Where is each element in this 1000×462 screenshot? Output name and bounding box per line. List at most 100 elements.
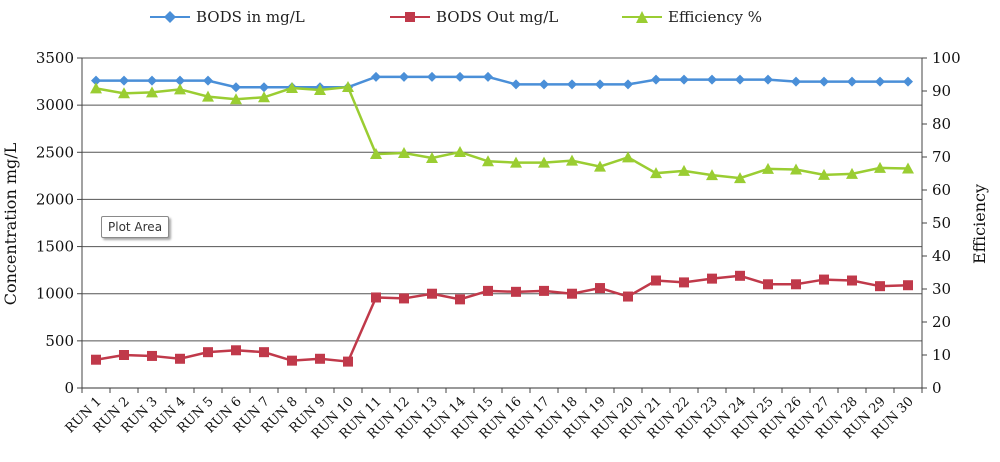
y-tick-label: 2000 <box>36 190 74 208</box>
gridlines <box>82 57 922 389</box>
data-point <box>566 154 578 166</box>
data-point <box>259 82 269 93</box>
data-point <box>483 285 493 296</box>
data-point <box>119 350 129 360</box>
data-point <box>315 353 325 364</box>
data-point <box>259 347 269 358</box>
data-point <box>426 151 438 163</box>
y2-tick-label: 80 <box>932 115 951 133</box>
series-line <box>95 85 909 180</box>
legend-swatch-efficiency <box>622 10 662 24</box>
y-tick-label: 3000 <box>36 96 74 114</box>
data-point <box>202 90 214 102</box>
data-point <box>287 355 297 366</box>
data-point <box>455 71 465 82</box>
data-point <box>91 354 101 365</box>
y2-tick-label: 30 <box>932 280 951 298</box>
data-point <box>398 147 410 159</box>
legend-item-bods-out[interactable]: BODS Out mg/L <box>390 8 558 26</box>
data-point <box>847 76 857 87</box>
data-point <box>510 156 522 168</box>
data-point <box>763 279 773 290</box>
data-point <box>539 79 549 90</box>
data-point <box>846 167 858 179</box>
data-point <box>734 172 746 184</box>
data-point <box>203 347 213 358</box>
data-point <box>874 161 886 173</box>
data-point <box>427 71 437 82</box>
data-point <box>791 279 801 290</box>
data-point <box>511 79 521 90</box>
data-point <box>455 294 465 305</box>
series-0 <box>91 71 913 93</box>
y-tick-label: 2500 <box>36 143 74 161</box>
data-point <box>595 79 605 90</box>
data-point <box>790 163 802 175</box>
data-point <box>371 292 381 303</box>
data-point <box>707 74 717 85</box>
data-point <box>622 151 634 163</box>
y2-tick-label: 40 <box>932 247 951 265</box>
legend: BODS in mg/L BODS Out mg/L Efficiency % <box>0 8 1000 38</box>
data-point <box>175 353 185 364</box>
data-point <box>762 162 774 174</box>
data-point <box>707 273 717 284</box>
data-point <box>650 167 662 179</box>
legend-item-bods-in[interactable]: BODS in mg/L <box>150 8 305 26</box>
y-axis-title: Concentration mg/L <box>1 142 20 305</box>
data-point <box>314 84 326 96</box>
data-point <box>819 274 829 285</box>
legend-swatch-bods-in <box>150 10 190 24</box>
data-point <box>538 156 550 168</box>
y-tick-label: 1500 <box>36 238 74 256</box>
y2-tick-label: 20 <box>932 313 951 331</box>
data-point <box>90 82 102 94</box>
data-point <box>399 293 409 304</box>
data-point <box>175 75 185 86</box>
data-point <box>427 288 437 299</box>
y2-tick-label: 60 <box>932 181 951 199</box>
series-line <box>95 274 909 363</box>
plot-area-tooltip: Plot Area <box>101 216 170 238</box>
data-point <box>371 71 381 82</box>
data-point <box>623 79 633 90</box>
data-point <box>903 280 913 291</box>
data-point <box>875 281 885 292</box>
data-point <box>91 75 101 86</box>
data-point <box>735 74 745 85</box>
data-point <box>146 86 158 98</box>
data-point <box>623 291 633 302</box>
data-point <box>679 74 689 85</box>
y-tick-label: 1000 <box>36 285 74 303</box>
data-point <box>847 275 857 286</box>
data-point <box>147 75 157 86</box>
data-point <box>539 285 549 296</box>
legend-item-efficiency[interactable]: Efficiency % <box>622 8 762 26</box>
data-point <box>791 76 801 87</box>
legend-label-efficiency: Efficiency % <box>668 8 763 26</box>
data-point <box>231 82 241 93</box>
data-point <box>370 148 382 160</box>
data-point <box>735 270 745 281</box>
legend-swatch-bods-out <box>390 10 430 24</box>
data-point <box>594 160 606 172</box>
data-point <box>230 93 242 105</box>
data-point <box>511 286 521 297</box>
data-point <box>482 155 494 167</box>
y2-axis-tick-labels: 0 10 20 30 40 50 60 70 80 90 100 <box>932 49 961 397</box>
data-point <box>678 164 690 176</box>
data-point <box>399 71 409 82</box>
y-tick-label: 500 <box>45 332 74 350</box>
data-point <box>567 288 577 299</box>
axes <box>77 57 927 393</box>
y2-tick-label: 100 <box>932 49 961 67</box>
y2-tick-label: 10 <box>932 346 951 364</box>
data-point <box>875 76 885 87</box>
legend-label-bods-out: BODS Out mg/L <box>436 8 559 26</box>
data-point <box>763 74 773 85</box>
square-marker-icon <box>405 12 415 22</box>
diamond-marker-icon <box>164 11 176 23</box>
data-point <box>679 277 689 288</box>
